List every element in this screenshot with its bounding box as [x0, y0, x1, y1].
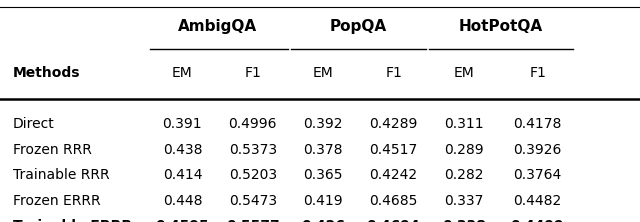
Text: 0.4595: 0.4595 [156, 219, 209, 222]
Text: 0.391: 0.391 [163, 117, 202, 131]
Text: 0.337: 0.337 [444, 194, 484, 208]
Text: 0.338: 0.338 [442, 219, 486, 222]
Text: Trainable ERRR: Trainable ERRR [13, 219, 132, 222]
Text: 0.4242: 0.4242 [369, 168, 418, 182]
Text: 0.378: 0.378 [303, 143, 343, 157]
Text: 0.5203: 0.5203 [228, 168, 277, 182]
Text: 0.419: 0.419 [303, 194, 343, 208]
Text: EM: EM [313, 66, 333, 80]
Text: 0.5473: 0.5473 [228, 194, 277, 208]
Text: 0.426: 0.426 [301, 219, 345, 222]
Text: F1: F1 [244, 66, 261, 80]
Text: 0.3926: 0.3926 [513, 143, 562, 157]
Text: Direct: Direct [13, 117, 54, 131]
Text: 0.414: 0.414 [163, 168, 202, 182]
Text: Frozen ERRR: Frozen ERRR [13, 194, 100, 208]
Text: 0.3764: 0.3764 [513, 168, 562, 182]
Text: 0.448: 0.448 [163, 194, 202, 208]
Text: 0.5373: 0.5373 [228, 143, 277, 157]
Text: EM: EM [454, 66, 474, 80]
Text: EM: EM [172, 66, 193, 80]
Text: 0.289: 0.289 [444, 143, 484, 157]
Text: F1: F1 [529, 66, 546, 80]
Text: 0.4685: 0.4685 [369, 194, 418, 208]
Text: Trainable RRR: Trainable RRR [13, 168, 109, 182]
Text: 0.4694: 0.4694 [367, 219, 420, 222]
Text: 0.438: 0.438 [163, 143, 202, 157]
Text: 0.311: 0.311 [444, 117, 484, 131]
Text: 0.4178: 0.4178 [513, 117, 562, 131]
Text: Frozen RRR: Frozen RRR [13, 143, 92, 157]
Text: 0.5577: 0.5577 [226, 219, 280, 222]
Text: 0.365: 0.365 [303, 168, 343, 182]
Text: 0.4517: 0.4517 [369, 143, 418, 157]
Text: 0.4499: 0.4499 [511, 219, 564, 222]
Text: F1: F1 [385, 66, 402, 80]
Text: 0.392: 0.392 [303, 117, 343, 131]
Text: Methods: Methods [13, 66, 80, 80]
Text: 0.4482: 0.4482 [513, 194, 562, 208]
Text: PopQA: PopQA [330, 19, 387, 34]
Text: 0.4996: 0.4996 [228, 117, 277, 131]
Text: AmbigQA: AmbigQA [178, 19, 257, 34]
Text: HotPotQA: HotPotQA [459, 19, 543, 34]
Text: 0.282: 0.282 [444, 168, 484, 182]
Text: 0.4289: 0.4289 [369, 117, 418, 131]
